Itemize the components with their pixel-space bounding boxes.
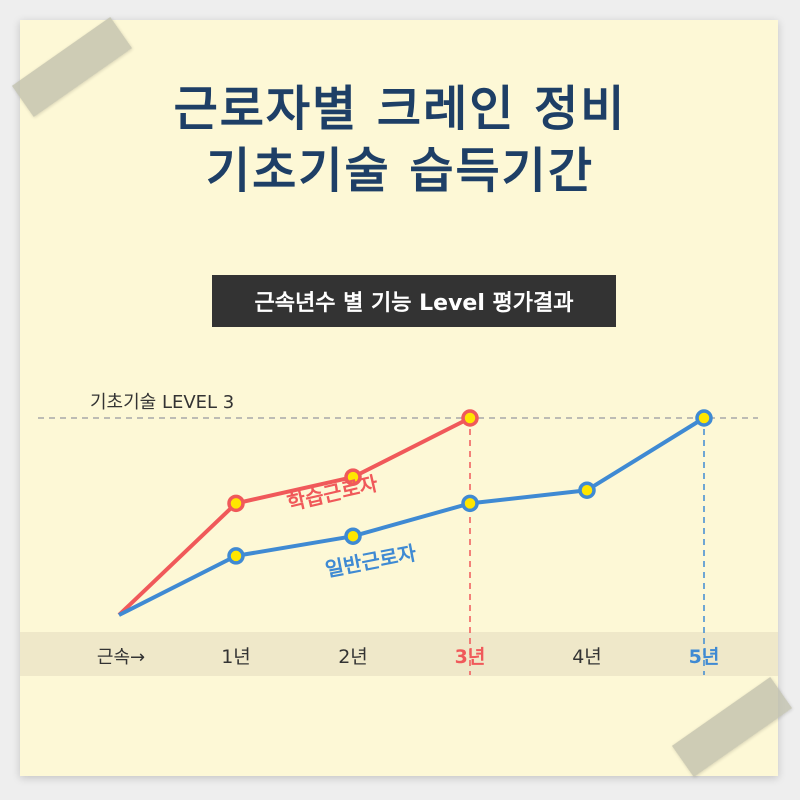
learner-series-line [117,416,471,617]
reference-line-label: 기초기술 LEVEL 3 [90,392,234,413]
general-point-1 [227,547,245,565]
general-series-label: 일반근로자 [323,540,418,581]
general-point-2 [344,527,362,545]
x-axis-label: 근속→ [97,647,145,668]
learner-point-1 [227,494,245,513]
general-series-line [118,416,706,617]
general-point-3 [461,494,479,513]
x-tick-label: 3년 [455,646,486,668]
learner-point-3 [461,409,479,427]
subtitle-badge: 근속년수 별 기능 Level 평가결과 [212,275,616,327]
title-line-1: 근로자별 크레인 정비 [173,81,627,137]
x-tick-label: 5년 [689,646,720,668]
general-point-4 [578,481,596,499]
learner-point-2 [344,468,362,486]
x-axis-band [20,632,778,676]
x-tick-label: 2년 [338,646,368,668]
title-line-2: 기초기술 습득기간 [206,143,594,199]
learner-series-label: 학습근로자 [285,471,381,515]
x-tick-label: 1년 [221,646,251,668]
page-title: 근로자별 크레인 정비 기초기술 습득기간 [0,78,800,202]
x-tick-label: 4년 [572,646,602,668]
general-point-5 [695,409,713,427]
